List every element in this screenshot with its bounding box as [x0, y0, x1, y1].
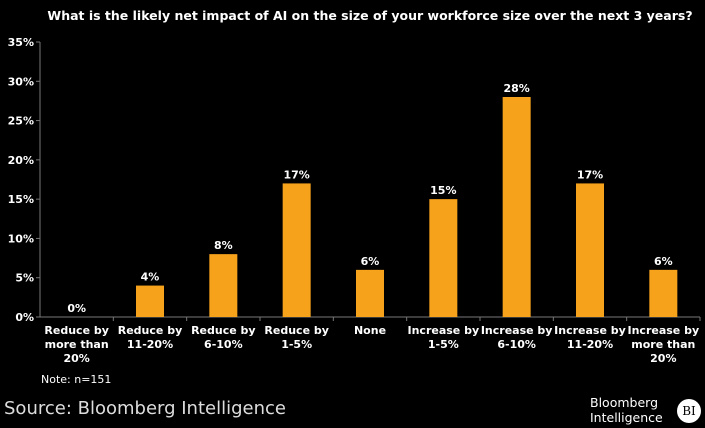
x-category-label: Reduce by 11-20% — [117, 324, 183, 351]
x-category-label: Increase by 1-5% — [407, 324, 480, 351]
y-tick-label: 20% — [8, 154, 34, 167]
note: Note: n=151 — [41, 373, 112, 386]
bar — [209, 254, 238, 317]
x-category-label: None — [353, 324, 387, 337]
bloomberg-intelligence-logo: Bloomberg Intelligence — [590, 395, 663, 425]
logo-line1: Bloomberg — [590, 395, 658, 410]
x-category-label: Increase by 6-10% — [480, 324, 553, 351]
data-label: 8% — [214, 239, 233, 252]
y-tick-label: 0% — [15, 311, 34, 324]
chart-title: What is the likely net impact of AI on t… — [47, 8, 693, 23]
y-tick-label: 15% — [8, 193, 34, 206]
data-label: 6% — [654, 255, 673, 268]
bar — [502, 97, 531, 317]
x-category-label: Increase by more than 20% — [627, 324, 700, 365]
bar — [649, 269, 678, 317]
y-tick-label: 5% — [15, 272, 34, 285]
y-tick-label: 10% — [8, 232, 34, 245]
logo-line2: Intelligence — [590, 410, 663, 425]
y-tick-label: 35% — [8, 36, 34, 49]
y-tick-label: 30% — [8, 75, 34, 88]
x-category-label: Reduce by 6-10% — [191, 324, 256, 351]
x-category-label: Reduce by more than 20% — [44, 324, 109, 365]
source: Source: Bloomberg Intelligence — [4, 398, 286, 419]
bi-badge-icon: BI — [677, 399, 701, 423]
bar — [136, 285, 164, 317]
x-category-label: Increase by 11-20% — [554, 324, 626, 351]
bar — [356, 269, 384, 317]
data-label: 17% — [283, 168, 309, 181]
bar — [576, 183, 604, 317]
bar — [282, 183, 311, 317]
data-label: 28% — [503, 82, 529, 95]
data-label: 6% — [361, 255, 380, 268]
x-category-label: Reduce by 1-5% — [264, 324, 329, 351]
data-label: 4% — [141, 271, 160, 284]
data-label: 15% — [430, 184, 456, 197]
y-tick-label: 25% — [8, 115, 34, 128]
data-label: 17% — [577, 168, 603, 181]
data-label: 0% — [67, 302, 86, 315]
bar — [429, 199, 458, 317]
